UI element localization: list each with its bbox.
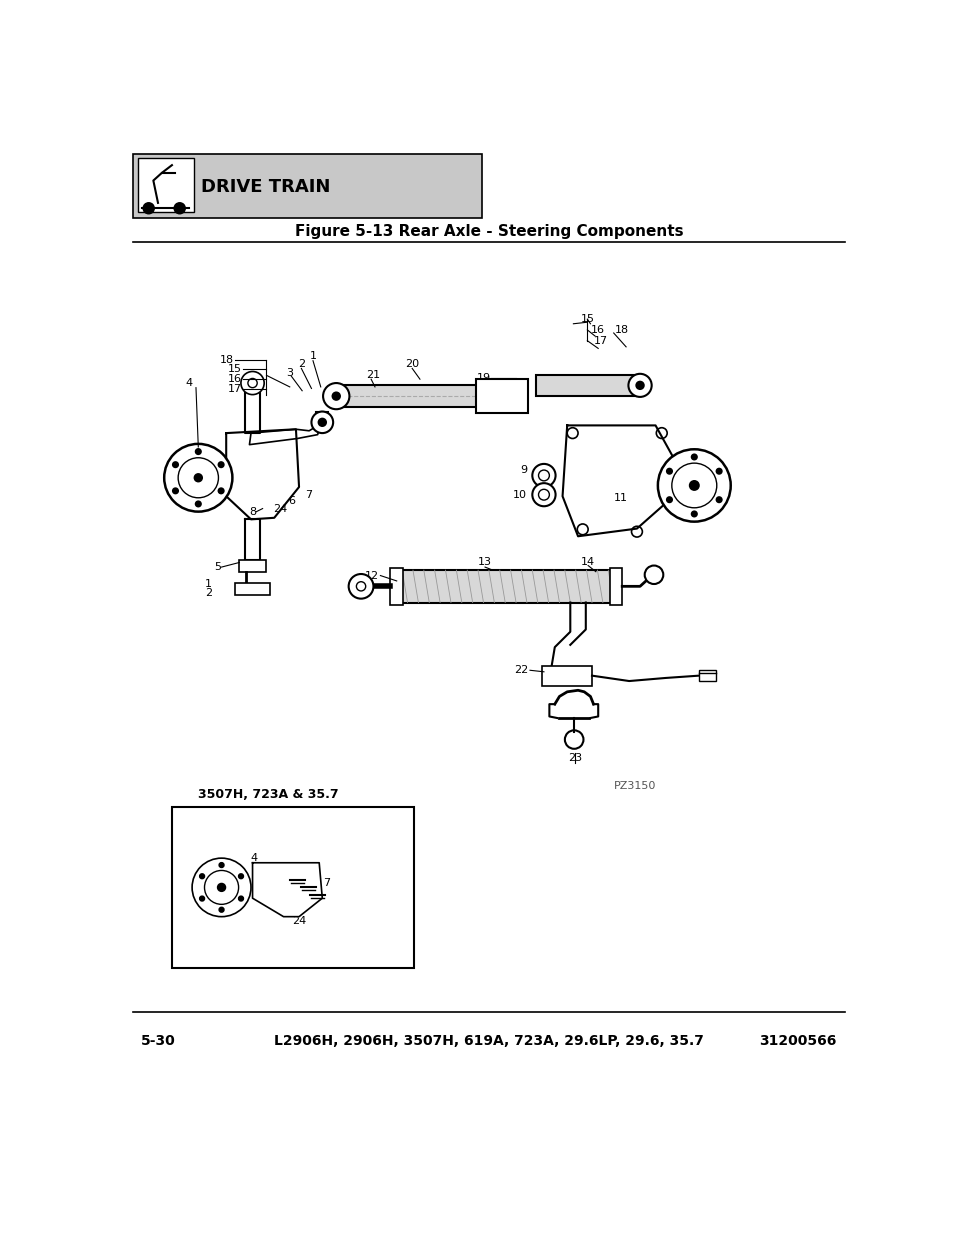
Circle shape: [238, 874, 243, 878]
Bar: [133, 154, 481, 217]
Text: 15: 15: [580, 314, 595, 324]
Circle shape: [691, 511, 697, 516]
Text: 1: 1: [205, 579, 212, 589]
Circle shape: [219, 908, 224, 911]
Circle shape: [318, 419, 326, 426]
Text: 14: 14: [579, 557, 594, 567]
Text: Figure 5-13 Rear Axle - Steering Components: Figure 5-13 Rear Axle - Steering Compone…: [294, 224, 682, 238]
Polygon shape: [249, 424, 320, 445]
Text: 19: 19: [476, 373, 491, 383]
Circle shape: [199, 897, 204, 900]
Circle shape: [172, 488, 178, 494]
Circle shape: [195, 501, 201, 506]
Circle shape: [691, 454, 697, 459]
Text: 13: 13: [477, 557, 492, 567]
Circle shape: [143, 203, 154, 214]
Text: PZ3150: PZ3150: [613, 781, 656, 790]
Bar: [335, 385, 479, 406]
Bar: [699, 671, 716, 680]
Text: L2906H, 2906H, 3507H, 619A, 723A, 29.6LP, 29.6, 35.7: L2906H, 2906H, 3507H, 619A, 723A, 29.6LP…: [274, 1035, 703, 1049]
Text: 24: 24: [274, 504, 287, 514]
Circle shape: [658, 450, 730, 521]
Text: 7: 7: [323, 878, 330, 888]
Circle shape: [532, 464, 555, 487]
Polygon shape: [226, 430, 298, 520]
Bar: [541, 666, 592, 685]
Circle shape: [636, 382, 643, 389]
Circle shape: [311, 411, 333, 433]
Text: 1: 1: [309, 351, 316, 361]
Text: 5-30: 5-30: [141, 1035, 175, 1049]
Circle shape: [644, 566, 662, 584]
Text: 24: 24: [292, 916, 306, 926]
Text: 11: 11: [613, 493, 627, 503]
Text: 10: 10: [513, 490, 526, 500]
Text: 8: 8: [249, 506, 256, 516]
Text: 7: 7: [304, 490, 312, 500]
Circle shape: [689, 480, 699, 490]
Circle shape: [716, 468, 721, 474]
Text: 2: 2: [205, 588, 212, 598]
Text: 2: 2: [297, 359, 305, 369]
Text: 16: 16: [591, 325, 604, 335]
Text: 22: 22: [514, 666, 528, 676]
Bar: [397, 571, 611, 603]
Circle shape: [219, 863, 224, 867]
Circle shape: [195, 448, 201, 454]
Text: 3507H, 723A & 35.7: 3507H, 723A & 35.7: [198, 788, 338, 802]
Circle shape: [332, 393, 340, 400]
Bar: [235, 583, 270, 595]
Text: 15: 15: [228, 364, 241, 374]
Bar: [609, 568, 621, 605]
Text: 23: 23: [567, 753, 581, 763]
Polygon shape: [562, 425, 672, 536]
Text: 17: 17: [593, 336, 607, 346]
Bar: [137, 158, 193, 212]
Circle shape: [238, 897, 243, 900]
Polygon shape: [253, 863, 322, 916]
Text: DRIVE TRAIN: DRIVE TRAIN: [201, 178, 331, 195]
Text: 6: 6: [288, 496, 294, 506]
Text: 17: 17: [228, 384, 241, 394]
Text: 5: 5: [213, 562, 220, 572]
Bar: [238, 561, 266, 572]
Polygon shape: [245, 520, 260, 561]
Bar: [390, 568, 402, 605]
Text: 12: 12: [364, 571, 378, 580]
Polygon shape: [245, 383, 260, 433]
Text: 4: 4: [185, 378, 193, 388]
Bar: [536, 375, 640, 396]
Circle shape: [666, 496, 672, 503]
Text: 3: 3: [286, 368, 293, 378]
Circle shape: [194, 474, 202, 482]
Circle shape: [241, 372, 264, 395]
Circle shape: [164, 443, 233, 511]
Text: 20: 20: [405, 359, 418, 369]
Text: 21: 21: [365, 370, 379, 380]
Circle shape: [348, 574, 373, 599]
Bar: [476, 379, 528, 412]
Circle shape: [532, 483, 555, 506]
Text: 16: 16: [228, 374, 241, 384]
Text: 18: 18: [219, 354, 233, 366]
Circle shape: [217, 883, 225, 892]
Circle shape: [218, 488, 224, 494]
Circle shape: [174, 203, 185, 214]
Text: 18: 18: [615, 325, 629, 335]
Text: 31200566: 31200566: [759, 1035, 836, 1049]
Circle shape: [199, 874, 204, 878]
Circle shape: [323, 383, 349, 409]
Text: 9: 9: [519, 466, 526, 475]
Text: 6: 6: [304, 868, 311, 878]
Circle shape: [172, 462, 178, 467]
Bar: [172, 806, 414, 968]
Circle shape: [628, 374, 651, 396]
Circle shape: [666, 468, 672, 474]
Text: 4: 4: [251, 853, 257, 863]
Circle shape: [716, 496, 721, 503]
Circle shape: [218, 462, 224, 467]
Text: 8: 8: [672, 462, 679, 472]
Circle shape: [192, 858, 251, 916]
